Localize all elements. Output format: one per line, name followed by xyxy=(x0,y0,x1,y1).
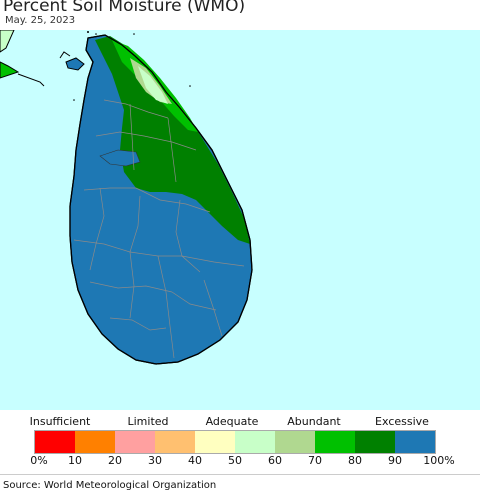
legend-tick-label: 0% xyxy=(30,454,48,467)
legend-swatch xyxy=(155,431,195,453)
legend-tick-label: 30 xyxy=(148,454,162,467)
legend-tick-label: 60 xyxy=(268,454,282,467)
legend-tick-label: 20 xyxy=(108,454,122,467)
legend-swatch xyxy=(35,431,75,453)
legend-tick-label: 50 xyxy=(228,454,242,467)
india-coast-green xyxy=(0,61,20,79)
wet-zone xyxy=(95,36,250,244)
legend-tick-label: 100% xyxy=(423,454,455,467)
legend-swatch xyxy=(195,431,235,453)
source-footer: Source: World Meteorological Organizatio… xyxy=(0,474,480,495)
legend-swatch xyxy=(355,431,395,453)
legend-limited: Limited xyxy=(127,415,169,428)
source-text: Source: World Meteorological Organizatio… xyxy=(3,480,217,491)
legend-abundant: Abundant xyxy=(287,415,341,428)
legend-excessive: Excessive xyxy=(375,415,429,428)
legend-swatch xyxy=(235,431,275,453)
legend-insufficient: Insufficient xyxy=(29,415,91,428)
map-date: May. 25, 2023 xyxy=(5,15,76,26)
lagoon xyxy=(99,149,141,167)
legend-tick-label: 40 xyxy=(188,454,202,467)
legend-tick-label: 90 xyxy=(388,454,402,467)
legend-adequate: Adequate xyxy=(205,415,259,428)
adequate-zone xyxy=(138,66,168,104)
district-boundaries xyxy=(73,99,245,359)
legend-tick-label: 80 xyxy=(348,454,362,467)
legend-tick-label: 70 xyxy=(308,454,322,467)
legend-tick-label: 10 xyxy=(68,454,82,467)
soil-moisture-map xyxy=(0,30,480,410)
india-coast xyxy=(0,30,15,53)
map-title: Percent Soil Moisture (WMO) xyxy=(3,0,246,16)
legend-swatch xyxy=(115,431,155,453)
legend-swatch xyxy=(315,431,355,453)
legend-swatch xyxy=(75,431,115,453)
legend-swatch xyxy=(275,431,315,453)
legend-color-bar xyxy=(34,430,436,454)
legend-swatch xyxy=(395,431,435,453)
